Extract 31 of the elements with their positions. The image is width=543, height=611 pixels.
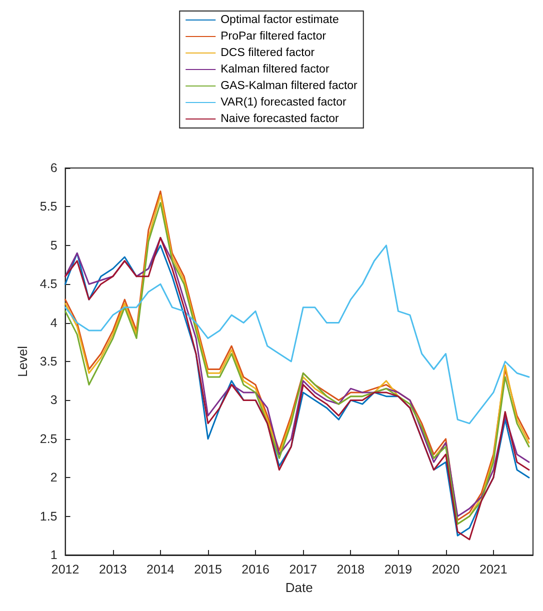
legend-label: Kalman filtered factor xyxy=(220,64,330,76)
y-tick-label: 3 xyxy=(50,393,58,408)
y-tick-label: 2 xyxy=(50,470,58,485)
legend-label: ProPar filtered factor xyxy=(220,30,326,42)
legend-label: Naive forecasted factor xyxy=(220,113,340,125)
legend-label: GAS-Kalman filtered factor xyxy=(220,80,358,92)
y-tick-label: 1 xyxy=(50,548,58,562)
y-tick-label: 6 xyxy=(50,161,58,175)
x-axis-title: Date xyxy=(285,580,313,595)
x-tick-label: 2018 xyxy=(336,562,365,576)
x-tick-label: 2021 xyxy=(480,562,508,576)
y-tick-label: 2.5 xyxy=(40,432,58,446)
line-series xyxy=(64,244,530,424)
x-tick-label: 2020 xyxy=(432,562,460,576)
x-tick-label: 2017 xyxy=(289,562,318,576)
y-tick-label: 4 xyxy=(50,316,58,330)
x-tick-label: 2019 xyxy=(384,562,412,576)
y-tick-label: 1.5 xyxy=(40,509,58,524)
x-tick-label: 2015 xyxy=(194,562,222,576)
y-tick-label: 3.5 xyxy=(40,354,58,368)
x-tick-label: 2013 xyxy=(99,562,127,576)
legend-label: VAR(1) forecasted factor xyxy=(220,96,346,108)
x-tick-label: 2012 xyxy=(51,562,80,576)
x-tick-label: 2014 xyxy=(146,562,174,576)
legend-label: DCS filtered factor xyxy=(220,47,315,59)
y-tick-label: 5 xyxy=(50,238,58,252)
legend-label: Optimal factor estimate xyxy=(220,14,339,26)
y-axis-title: Level xyxy=(15,346,30,378)
y-tick-label: 4.5 xyxy=(40,277,58,292)
y-tick-label: 5.5 xyxy=(40,200,58,214)
x-tick-label: 2016 xyxy=(242,562,270,576)
